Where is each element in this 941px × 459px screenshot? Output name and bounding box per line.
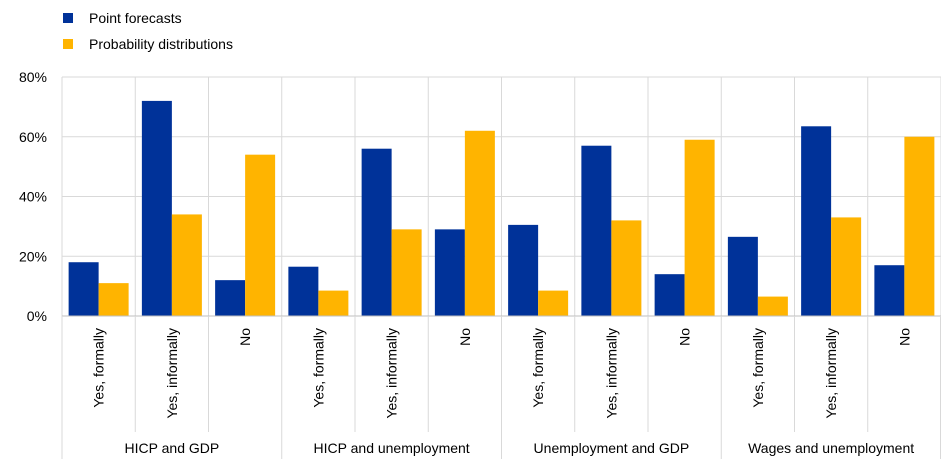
bar-point-forecasts-1 <box>141 100 172 317</box>
bar-probability-distributions-2 <box>245 154 276 316</box>
bar-point-forecasts-7 <box>581 145 612 316</box>
bars <box>68 100 935 317</box>
bar-point-forecasts-2 <box>215 280 246 316</box>
group-label-0: HICP and GDP <box>125 440 220 456</box>
bar-point-forecasts-0 <box>68 262 99 316</box>
bar-point-forecasts-8 <box>654 274 685 316</box>
legend-label-probability-distributions: Probability distributions <box>89 36 233 52</box>
bar-probability-distributions-6 <box>538 290 569 316</box>
group-label-2: Unemployment and GDP <box>534 440 690 456</box>
category-label-2: No <box>237 328 253 346</box>
legend-label-point-forecasts: Point forecasts <box>89 10 182 26</box>
bar-point-forecasts-11 <box>874 265 905 316</box>
bar-probability-distributions-8 <box>684 139 715 316</box>
bar-probability-distributions-9 <box>757 296 788 316</box>
bar-point-forecasts-5 <box>434 229 465 316</box>
bar-probability-distributions-3 <box>318 290 349 316</box>
bar-probability-distributions-1 <box>171 214 202 316</box>
group-label-1: HICP and unemployment <box>314 440 470 456</box>
category-label-4: Yes, informally <box>384 328 400 419</box>
axes <box>61 315 941 459</box>
category-label-6: Yes, formally <box>530 328 546 408</box>
bar-probability-distributions-10 <box>831 217 862 316</box>
bar-point-forecasts-3 <box>288 266 319 316</box>
group-label-3: Wages and unemployment <box>748 440 914 456</box>
bar-point-forecasts-9 <box>727 236 758 316</box>
legend: Point forecasts Probability distribution… <box>63 10 233 52</box>
category-label-7: Yes, informally <box>603 328 619 419</box>
category-label-3: Yes, formally <box>310 328 326 408</box>
legend-swatch-point-forecasts <box>63 13 73 23</box>
legend-swatch-probability-distributions <box>63 39 73 49</box>
bar-point-forecasts-6 <box>508 224 539 316</box>
category-label-11: No <box>896 328 912 346</box>
category-label-9: Yes, formally <box>750 328 766 408</box>
category-label-1: Yes, informally <box>164 328 180 419</box>
y-tick-label-1: 20% <box>19 248 47 264</box>
bar-probability-distributions-0 <box>98 283 129 316</box>
bar-probability-distributions-11 <box>904 136 935 316</box>
bar-probability-distributions-5 <box>464 130 495 316</box>
y-tick-label-2: 40% <box>19 189 47 205</box>
y-tick-label-0: 0% <box>27 308 47 324</box>
grid-lines <box>61 76 941 317</box>
category-label-5: No <box>457 328 473 346</box>
bar-point-forecasts-10 <box>801 126 832 316</box>
bar-probability-distributions-4 <box>391 229 422 316</box>
bar-probability-distributions-7 <box>611 220 642 316</box>
axis-labels: 0% 20% 40% 60% 80% Yes, formally Yes, informal… <box>19 69 914 456</box>
category-label-10: Yes, informally <box>823 328 839 419</box>
category-label-0: Yes, formally <box>91 328 107 408</box>
category-label-8: No <box>677 328 693 346</box>
y-tick-label-3: 60% <box>19 129 47 145</box>
y-tick-label-4: 80% <box>19 69 47 85</box>
bar-point-forecasts-4 <box>361 148 392 316</box>
